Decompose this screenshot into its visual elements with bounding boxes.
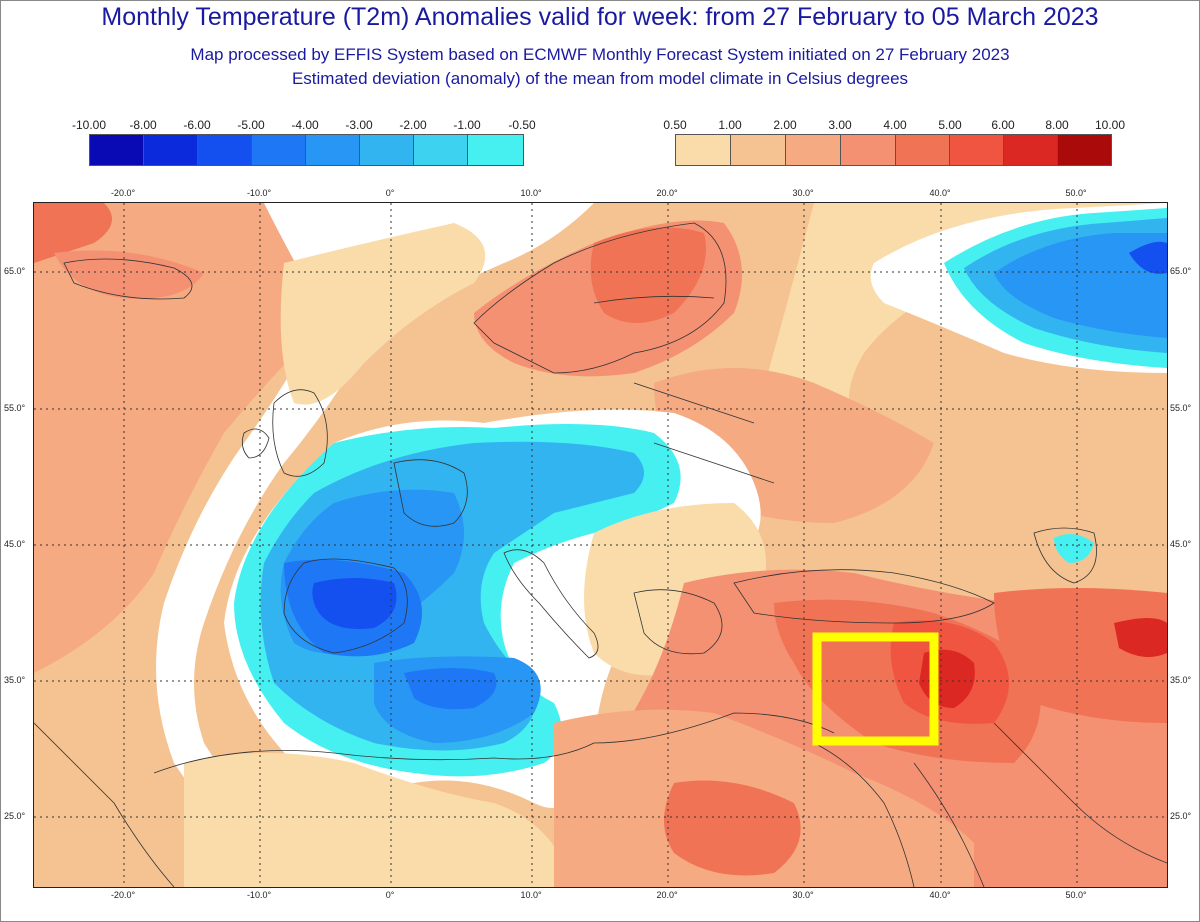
warm-legend-labels: 0.50 1.00 2.00 3.00 4.00 5.00 6.00 8.00 … xyxy=(0,118,1200,132)
lon-label-top: -10.0° xyxy=(246,188,272,198)
lat-label-left: 45.0° xyxy=(4,539,26,549)
legend-swatch xyxy=(90,135,144,165)
legend-label: -4.00 xyxy=(291,118,319,132)
atlantic-warm-area xyxy=(34,203,334,673)
lat-label-right: 55.0° xyxy=(1170,403,1192,413)
legend-label: -6.00 xyxy=(183,118,211,132)
legend-label: 0.50 xyxy=(663,118,687,132)
lat-label-right: 45.0° xyxy=(1170,539,1192,549)
cold-legend-bar xyxy=(89,134,524,166)
lat-label-left: 65.0° xyxy=(4,266,26,276)
legend-swatch xyxy=(468,135,523,165)
legend-swatch xyxy=(785,135,841,165)
lon-label-bottom: 0° xyxy=(385,890,395,900)
lat-label-left: 25.0° xyxy=(4,811,26,821)
iberia-cold-core xyxy=(312,578,397,629)
lon-label-bottom: 10.0° xyxy=(520,890,542,900)
map-subtitle-source: Map processed by EFFIS System based on E… xyxy=(190,45,1010,64)
legend-label: -8.00 xyxy=(129,118,157,132)
lat-label-right: 25.0° xyxy=(1170,811,1192,821)
lon-label-top: 0° xyxy=(385,188,395,198)
lon-label-top: -20.0° xyxy=(110,188,136,198)
warm-legend-bar xyxy=(675,134,1112,166)
anomaly-map-svg xyxy=(34,203,1167,887)
iceland-warm-area xyxy=(54,250,204,299)
lon-label-top: 30.0° xyxy=(792,188,814,198)
lon-label-top: 10.0° xyxy=(520,188,542,198)
lat-label-left: 55.0° xyxy=(4,403,26,413)
legend-swatch xyxy=(1058,135,1111,165)
legend-swatch xyxy=(730,135,786,165)
legend-swatch xyxy=(950,135,1005,165)
legend-label: 3.00 xyxy=(828,118,852,132)
legend-label: 1.00 xyxy=(718,118,742,132)
legend-label: 5.00 xyxy=(938,118,962,132)
lon-label-bottom: -20.0° xyxy=(110,890,136,900)
caspian-cold xyxy=(1054,534,1094,563)
legend-label: 4.00 xyxy=(883,118,907,132)
egypt-warm-core xyxy=(664,780,801,876)
legend-swatch xyxy=(676,135,731,165)
highlight-box xyxy=(812,632,939,746)
lat-label-left: 35.0° xyxy=(4,675,26,685)
legend-label: -5.00 xyxy=(237,118,265,132)
legend-label: 2.00 xyxy=(773,118,797,132)
legend-label: -2.00 xyxy=(399,118,427,132)
map-subtitle-units: Estimated deviation (anomaly) of the mea… xyxy=(291,69,909,88)
legend-label: -10.00 xyxy=(71,118,107,132)
lon-label-bottom: 30.0° xyxy=(792,890,814,900)
legend-label: -3.00 xyxy=(345,118,373,132)
lon-label-bottom: -10.0° xyxy=(246,890,272,900)
lon-label-top: 50.0° xyxy=(1065,188,1087,198)
lon-label-bottom: 50.0° xyxy=(1065,890,1087,900)
cold-legend-labels: -10.00 -8.00 -6.00 -5.00 -4.00 -3.00 -2.… xyxy=(0,118,600,132)
lat-label-right: 35.0° xyxy=(1170,675,1192,685)
legend-swatch xyxy=(360,135,414,165)
map-title: Monthly Temperature (T2m) Anomalies vali… xyxy=(101,3,1099,31)
iran-hot-core xyxy=(1114,618,1167,657)
legend-label: 6.00 xyxy=(991,118,1015,132)
arctic-cold-core xyxy=(1129,241,1167,274)
legend-swatch xyxy=(1004,135,1059,165)
legend-swatch xyxy=(840,135,896,165)
legend-swatch xyxy=(414,135,468,165)
northern-russia-beige xyxy=(754,203,1167,441)
legend-swatch xyxy=(895,135,951,165)
sahara-beige xyxy=(184,753,574,887)
legend-swatch xyxy=(144,135,198,165)
legend-label: -0.50 xyxy=(508,118,536,132)
legend-label: -1.00 xyxy=(453,118,481,132)
coastlines xyxy=(34,222,1167,887)
neutral-band-north xyxy=(280,223,486,405)
legend-swatch xyxy=(306,135,360,165)
arctic-cold-band3 xyxy=(994,233,1167,338)
graticule xyxy=(34,203,1167,887)
legend-label: 10.00 xyxy=(1094,118,1126,132)
north-africa-cold-core xyxy=(404,668,497,710)
legend-swatch xyxy=(198,135,252,165)
legend-label: 8.00 xyxy=(1045,118,1069,132)
lon-label-top: 20.0° xyxy=(656,188,678,198)
lon-label-bottom: 40.0° xyxy=(929,890,951,900)
lon-label-bottom: 20.0° xyxy=(656,890,678,900)
greenland-warm-area xyxy=(34,203,112,263)
lat-label-right: 65.0° xyxy=(1170,266,1192,276)
legend-swatch xyxy=(252,135,306,165)
lon-label-top: 40.0° xyxy=(929,188,951,198)
anomaly-map xyxy=(33,202,1168,888)
